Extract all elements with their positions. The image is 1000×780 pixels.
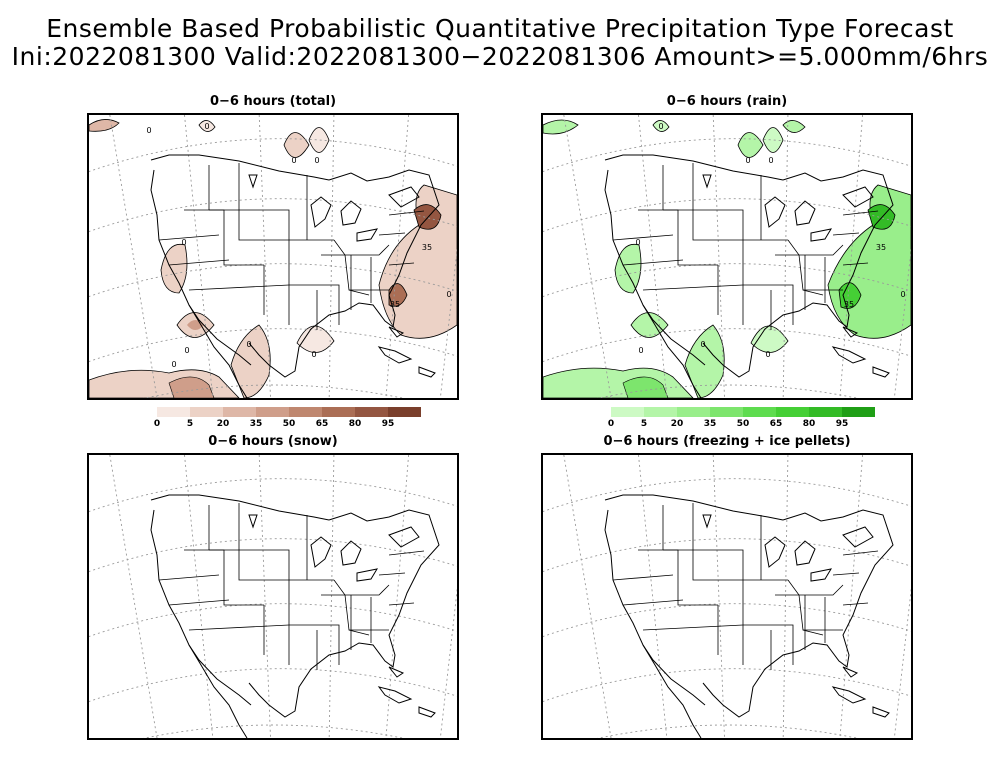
colorbar-tick-label: 65 xyxy=(315,419,329,429)
contour-label: 0 xyxy=(314,156,319,165)
contour-label: 0 xyxy=(765,350,770,359)
contour-label: 0 xyxy=(184,346,189,355)
contour-label: 35 xyxy=(844,300,854,309)
colorbar-tick-label: 0 xyxy=(607,419,615,429)
contour-label: 0 xyxy=(146,126,151,135)
colorbar-swatch xyxy=(743,407,776,417)
colorbar-swatch xyxy=(710,407,743,417)
colorbar-swatch xyxy=(677,407,710,417)
contour-label: 0 xyxy=(700,340,705,349)
colorbar-total xyxy=(157,407,421,417)
contour-label: 0 xyxy=(635,238,640,247)
colorbar-ticks-total: 0 5 20 35 50 65 80 95 xyxy=(153,419,421,431)
contour-label: 0 xyxy=(181,238,186,247)
contour-label: 0 xyxy=(311,350,316,359)
colorbar-swatch xyxy=(611,407,644,417)
contour-label: 0 xyxy=(900,290,905,299)
contour-label: 35 xyxy=(390,300,400,309)
colorbar-tick-label: 80 xyxy=(348,419,362,429)
colorbar-tick-label: 95 xyxy=(835,419,849,429)
contour-label: 0 xyxy=(658,122,663,131)
colorbar-swatch xyxy=(190,407,223,417)
map-svg xyxy=(89,455,457,738)
colorbar-tick-label: 5 xyxy=(640,419,648,429)
contour-label: 0 xyxy=(638,346,643,355)
map-svg: 0 0 0 0 0 0 0 35 35 0 xyxy=(543,115,911,398)
colorbar-tick-label: 0 xyxy=(153,419,161,429)
colorbar-swatch xyxy=(256,407,289,417)
colorbar-swatch xyxy=(388,407,421,417)
colorbar-tick-label: 50 xyxy=(736,419,750,429)
colorbar-tick-label: 50 xyxy=(282,419,296,429)
panel-title-freezing: 0−6 hours (freezing + ice pellets) xyxy=(603,434,851,449)
map-panel-rain: 0 0 0 0 0 0 0 35 35 0 xyxy=(541,113,913,400)
contour-label: 0 xyxy=(204,122,209,131)
colorbar-tick-label: 35 xyxy=(703,419,717,429)
panel-title-rain: 0−6 hours (rain) xyxy=(666,94,788,109)
contour-label: 35 xyxy=(422,243,432,252)
contour-label: 0 xyxy=(745,156,750,165)
colorbar-tick-label: 95 xyxy=(381,419,395,429)
colorbar-tick-label: 5 xyxy=(186,419,194,429)
contour-label: 0 xyxy=(291,156,296,165)
colorbar-swatch xyxy=(809,407,842,417)
map-panel-freezing xyxy=(541,453,913,740)
contour-label: 0 xyxy=(246,340,251,349)
colorbar-swatch xyxy=(157,407,190,417)
colorbar-tick-label: 65 xyxy=(769,419,783,429)
contour-label: 0 xyxy=(446,290,451,299)
colorbar-swatch xyxy=(223,407,256,417)
colorbar-swatch xyxy=(289,407,322,417)
panel-title-snow: 0−6 hours (snow) xyxy=(208,434,338,449)
colorbar-swatch xyxy=(322,407,355,417)
colorbar-swatch xyxy=(355,407,388,417)
map-panel-total: 0 0 0 0 0 0 0 0 0 35 35 0 xyxy=(87,113,459,400)
panel-title-total: 0−6 hours (total) xyxy=(209,94,337,109)
colorbar-rain xyxy=(611,407,875,417)
contour-label: 35 xyxy=(876,243,886,252)
colorbar-ticks-rain: 0 5 20 35 50 65 80 95 xyxy=(607,419,875,431)
colorbar-swatch xyxy=(776,407,809,417)
map-panel-snow xyxy=(87,453,459,740)
colorbar-tick-label: 20 xyxy=(216,419,230,429)
contour-label: 0 xyxy=(171,360,176,369)
colorbar-swatch xyxy=(842,407,875,417)
colorbar-tick-label: 20 xyxy=(670,419,684,429)
figure-title-line1: Ensemble Based Probabilistic Quantitativ… xyxy=(46,14,954,43)
colorbar-swatch xyxy=(644,407,677,417)
map-svg xyxy=(543,455,911,738)
figure-title-line2: Ini:2022081300 Valid:2022081300−20220813… xyxy=(11,42,989,71)
colorbar-tick-label: 80 xyxy=(802,419,816,429)
contour-label: 0 xyxy=(768,156,773,165)
colorbar-tick-label: 35 xyxy=(249,419,263,429)
